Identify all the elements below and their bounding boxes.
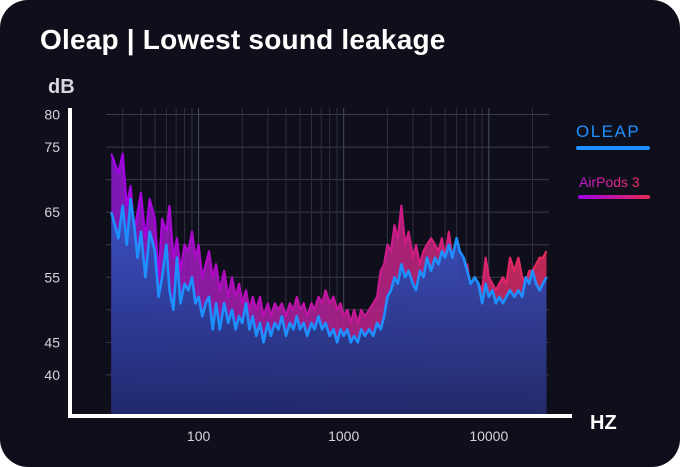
y-tick-labels: 80 75 65 55 45 40 [44, 107, 60, 383]
legend-airpods-swatch [578, 195, 650, 199]
x-tick-label: 10000 [469, 428, 508, 444]
y-tick-label: 45 [44, 334, 60, 350]
y-tick-label: 65 [44, 204, 60, 220]
oleap-line [110, 197, 548, 344]
y-tick-label: 55 [44, 269, 60, 285]
y-tick-label: 80 [44, 107, 60, 123]
chart-title: Oleap | Lowest sound leakage [40, 24, 446, 55]
oleap-area [111, 199, 547, 414]
legend-airpods-label: AirPods 3 [579, 174, 640, 190]
x-tick-labels: 100 1000 10000 [187, 428, 509, 444]
y-tick-label: 75 [44, 139, 60, 155]
y-axis-label: dB [48, 76, 75, 98]
y-tick-label: 40 [44, 367, 60, 383]
legend: OLEAP AirPods 3 [576, 122, 650, 199]
legend-oleap-label: OLEAP [576, 122, 640, 141]
legend-oleap-swatch [576, 146, 650, 150]
x-axis-label: HZ [590, 412, 617, 434]
series-layer [110, 152, 548, 414]
x-tick-label: 1000 [328, 428, 359, 444]
x-tick-label: 100 [187, 428, 211, 444]
